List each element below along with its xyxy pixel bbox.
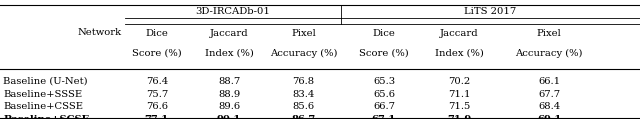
Text: 65.6: 65.6	[373, 89, 395, 99]
Text: Pixel: Pixel	[537, 29, 561, 38]
Text: 88.7: 88.7	[218, 77, 240, 86]
Text: 66.1: 66.1	[538, 77, 560, 86]
Text: Accuracy (%): Accuracy (%)	[515, 48, 583, 57]
Text: 68.4: 68.4	[538, 102, 560, 111]
Text: Index (%): Index (%)	[435, 48, 484, 57]
Text: 71.5: 71.5	[449, 102, 470, 111]
Text: 76.6: 76.6	[146, 102, 168, 111]
Text: 75.7: 75.7	[146, 89, 168, 99]
Text: 90.1: 90.1	[217, 114, 241, 119]
Text: Score (%): Score (%)	[359, 48, 409, 57]
Text: Index (%): Index (%)	[205, 48, 253, 57]
Text: Baseline+SCSE: Baseline+SCSE	[3, 114, 90, 119]
Text: Jaccard: Jaccard	[440, 29, 479, 38]
Text: Dice: Dice	[145, 29, 168, 38]
Text: 3D-IRCADb-01: 3D-IRCADb-01	[196, 7, 270, 16]
Text: LiTS 2017: LiTS 2017	[465, 7, 516, 16]
Text: 76.4: 76.4	[146, 77, 168, 86]
Text: 83.4: 83.4	[292, 89, 314, 99]
Text: Network: Network	[77, 28, 121, 37]
Text: Baseline+CSSE: Baseline+CSSE	[3, 102, 83, 111]
Text: Baseline+SSSE: Baseline+SSSE	[3, 89, 83, 99]
Text: 86.7: 86.7	[291, 114, 316, 119]
Text: Baseline (U-Net): Baseline (U-Net)	[3, 77, 88, 86]
Text: Score (%): Score (%)	[132, 48, 182, 57]
Text: 77.1: 77.1	[145, 114, 169, 119]
Text: 85.6: 85.6	[292, 102, 314, 111]
Text: 71.9: 71.9	[447, 114, 472, 119]
Text: 69.1: 69.1	[537, 114, 561, 119]
Text: Dice: Dice	[372, 29, 396, 38]
Text: 76.8: 76.8	[292, 77, 314, 86]
Text: 67.1: 67.1	[372, 114, 396, 119]
Text: Accuracy (%): Accuracy (%)	[269, 48, 337, 57]
Text: 65.3: 65.3	[373, 77, 395, 86]
Text: 88.9: 88.9	[218, 89, 240, 99]
Text: 89.6: 89.6	[218, 102, 240, 111]
Text: Jaccard: Jaccard	[210, 29, 248, 38]
Text: Pixel: Pixel	[291, 29, 316, 38]
Text: 71.1: 71.1	[448, 89, 471, 99]
Text: 70.2: 70.2	[449, 77, 470, 86]
Text: 66.7: 66.7	[373, 102, 395, 111]
Text: 67.7: 67.7	[538, 89, 560, 99]
